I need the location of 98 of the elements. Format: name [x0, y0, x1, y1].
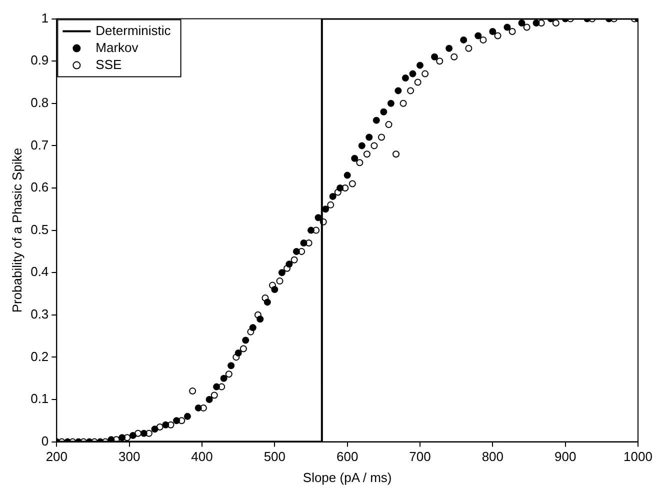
y-axis-title: Probability of a Phasic Spike	[9, 148, 24, 313]
point	[290, 256, 298, 264]
point	[366, 134, 373, 141]
point	[414, 78, 422, 86]
point	[314, 214, 322, 222]
y-tick-label: 0.5	[30, 222, 49, 237]
point	[118, 434, 126, 442]
point	[392, 150, 400, 158]
legend-label: Deterministic	[96, 22, 172, 38]
point	[356, 159, 364, 166]
point	[416, 62, 424, 69]
point	[213, 383, 220, 390]
x-tick-label: 500	[264, 449, 286, 464]
x-tick-label: 900	[554, 449, 576, 464]
point	[523, 24, 530, 31]
point	[292, 248, 300, 255]
point	[480, 36, 487, 44]
point	[465, 44, 472, 52]
point	[151, 426, 158, 433]
point	[234, 349, 242, 356]
point	[329, 192, 336, 200]
point	[264, 298, 271, 306]
y-tick-label: 0.9	[30, 52, 49, 68]
point	[348, 180, 356, 188]
point	[494, 32, 502, 40]
point	[422, 70, 429, 78]
y-tick-label: 0.8	[30, 94, 49, 110]
point	[184, 412, 191, 420]
y-tick-label: 0.1	[30, 391, 49, 406]
y-tick-label: 0	[41, 433, 49, 448]
point	[446, 44, 453, 52]
x-tick-label: 800	[482, 449, 504, 464]
point	[271, 286, 278, 294]
point	[300, 239, 308, 246]
point	[400, 100, 407, 107]
x-axis-title: Slope (pA / ms)	[302, 470, 392, 485]
point	[249, 324, 256, 332]
point	[336, 184, 344, 192]
point	[129, 432, 136, 439]
point	[378, 134, 385, 141]
point	[436, 58, 444, 65]
point	[228, 362, 235, 370]
point	[108, 436, 115, 442]
point	[370, 142, 378, 150]
point	[140, 430, 148, 437]
point	[189, 388, 196, 395]
point	[460, 36, 468, 44]
point	[552, 20, 560, 27]
point	[474, 32, 482, 40]
point	[242, 336, 250, 344]
point	[508, 28, 516, 35]
x-tick-label: 600	[336, 449, 358, 464]
point	[220, 374, 228, 382]
y-tick-label: 0.7	[30, 137, 49, 152]
y-tick-label: 0.3	[30, 306, 49, 322]
point	[407, 87, 414, 94]
point	[518, 20, 526, 27]
point	[256, 316, 264, 323]
x-tick-label: 1000	[624, 449, 652, 464]
point	[402, 74, 409, 82]
point	[286, 260, 293, 268]
point	[380, 108, 388, 116]
legend-label: SSE	[96, 56, 122, 72]
point	[162, 421, 170, 428]
point	[450, 53, 458, 60]
point	[240, 345, 247, 352]
point	[489, 28, 496, 35]
point	[394, 87, 402, 94]
point	[210, 392, 218, 399]
y-tick-label: 0.2	[30, 348, 49, 364]
legend-label: Markov	[96, 40, 139, 55]
point	[385, 121, 392, 128]
point	[327, 201, 334, 208]
point	[372, 116, 380, 124]
point	[276, 278, 284, 285]
point	[344, 172, 351, 179]
x-tick-label: 200	[46, 449, 68, 464]
point	[409, 70, 416, 78]
point	[194, 404, 202, 412]
y-tick-label: 1	[41, 10, 49, 26]
point	[225, 370, 232, 378]
point	[308, 226, 315, 234]
x-tick-label: 700	[409, 449, 431, 464]
y-tick-label: 0.6	[30, 180, 49, 195]
y-tick-label: 0.4	[30, 264, 49, 280]
x-tick-label: 400	[191, 449, 213, 464]
point	[504, 24, 511, 31]
point	[278, 269, 286, 276]
point	[351, 154, 358, 162]
x-tick-label: 300	[118, 449, 140, 464]
point	[431, 53, 438, 60]
point	[358, 142, 366, 150]
point	[532, 20, 540, 27]
point	[387, 100, 394, 107]
point	[173, 417, 180, 424]
point	[363, 150, 370, 158]
point	[206, 396, 213, 403]
point	[322, 206, 330, 213]
